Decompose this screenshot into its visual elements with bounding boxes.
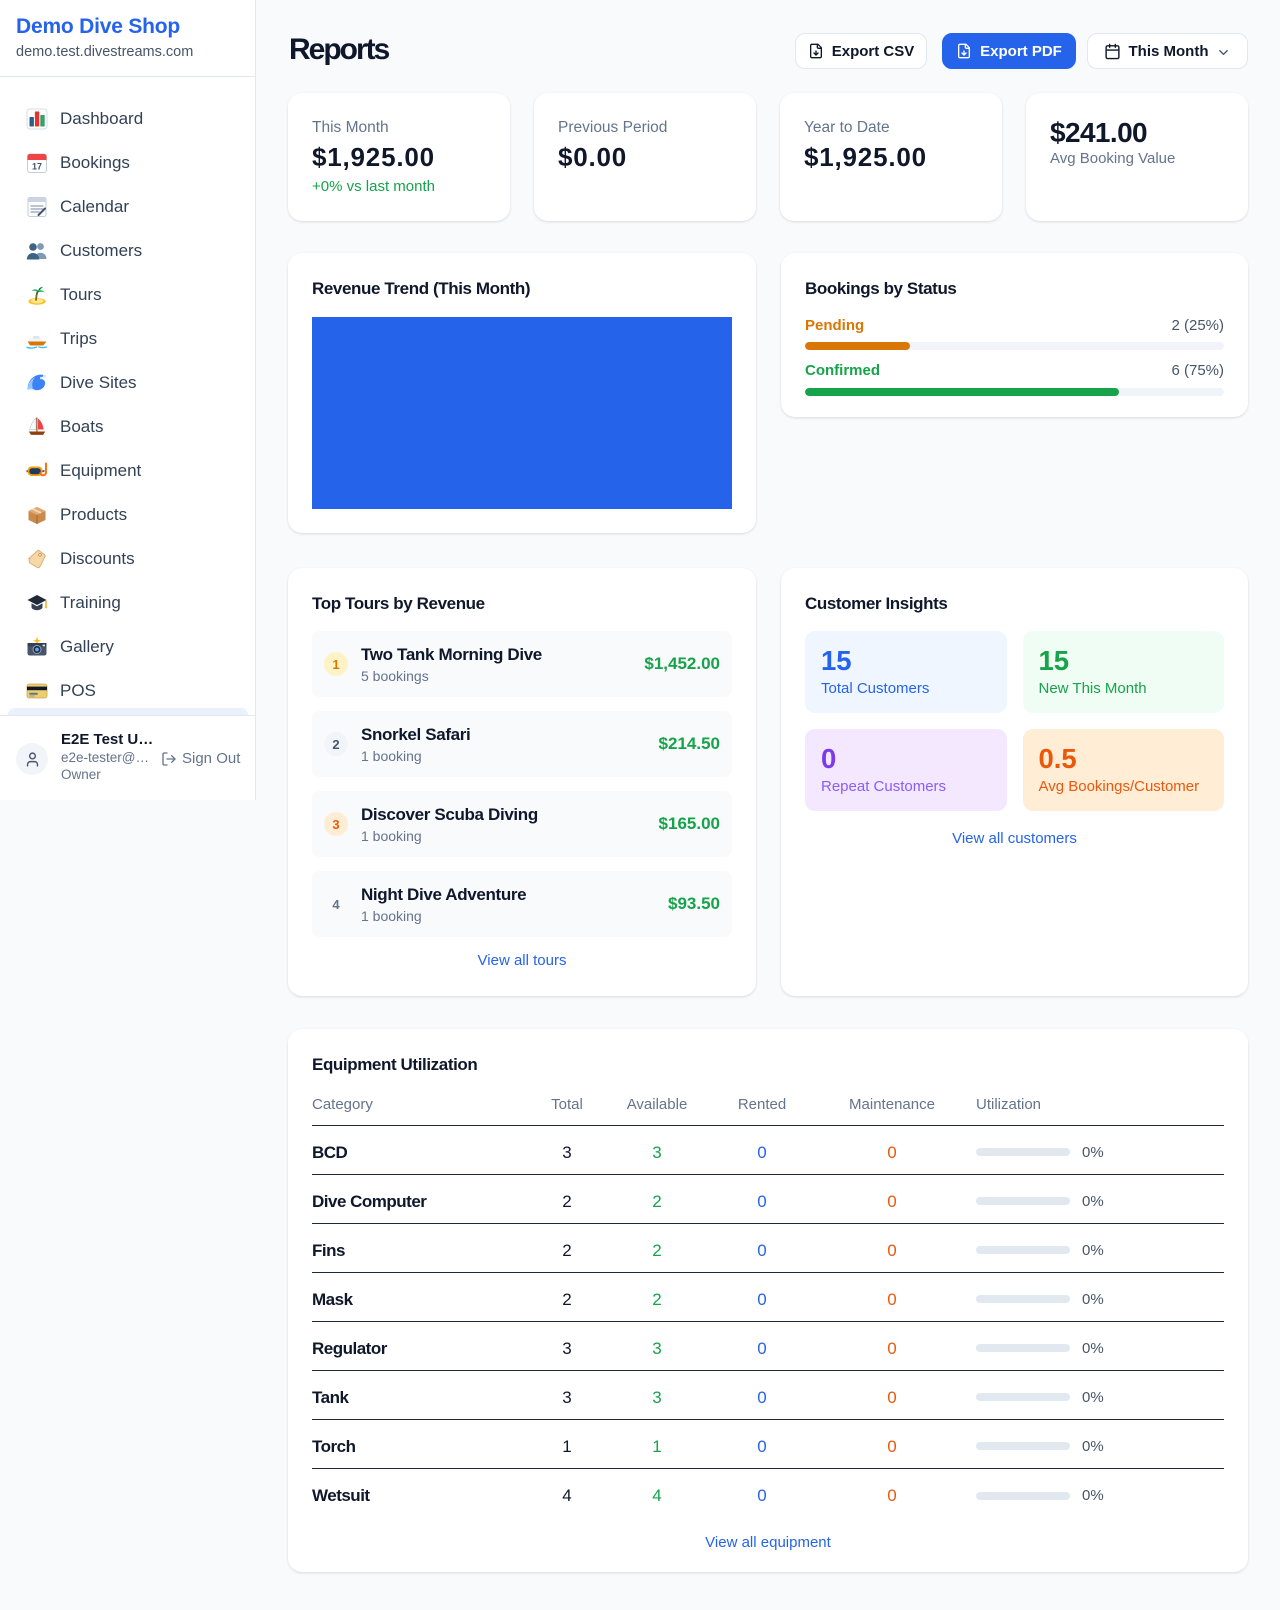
svg-text:17: 17 xyxy=(32,162,42,172)
